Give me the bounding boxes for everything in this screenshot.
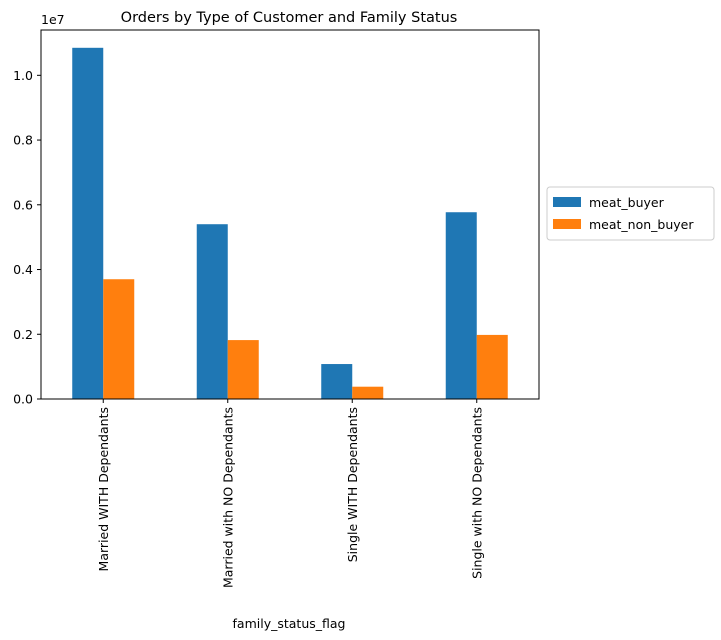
y-tick-label-2: 0.4 [13, 262, 33, 277]
y-tick-label-4: 0.8 [13, 133, 33, 148]
x-tick-label-2: Single WITH Dependants [345, 407, 360, 562]
bar-meat_non_buyer-0 [103, 279, 135, 399]
legend-frame [546, 186, 715, 241]
x-tick-label-3: Single with NO Dependants [469, 407, 484, 579]
bar-meat_non_buyer-2 [352, 386, 384, 399]
plot-frame [40, 29, 540, 400]
legend-label-meat_buyer: meat_buyer [589, 195, 665, 210]
bar-meat_buyer-2 [321, 364, 353, 399]
x-axis: Married WITH Dependants Married with NO D… [96, 399, 484, 588]
x-axis-label: family_status_flag [233, 616, 346, 631]
bar-meat_buyer-3 [445, 212, 477, 399]
bars-group [72, 47, 508, 399]
y-axis-offset-label: 1e7 [41, 12, 65, 27]
legend: meat_buyer meat_non_buyer [546, 186, 715, 241]
y-tick-label-1: 0.2 [13, 327, 33, 342]
bar-meat_buyer-1 [196, 224, 228, 399]
legend-swatch-meat_buyer [553, 197, 581, 207]
y-axis: 0.0 0.2 0.4 0.6 0.8 1.0 [13, 68, 41, 407]
bar-meat_non_buyer-1 [227, 340, 259, 399]
x-tick-label-1: Married with NO Dependants [220, 407, 235, 588]
bar-meat_non_buyer-3 [476, 334, 508, 399]
legend-label-meat_non_buyer: meat_non_buyer [589, 217, 694, 232]
y-tick-label-0: 0.0 [13, 392, 33, 407]
x-tick-label-0: Married WITH Dependants [96, 407, 111, 571]
legend-swatch-meat_non_buyer [553, 219, 581, 229]
y-tick-label-5: 1.0 [13, 68, 33, 83]
chart-title: Orders by Type of Customer and Family St… [121, 10, 458, 26]
bar-meat_buyer-0 [72, 47, 104, 399]
y-tick-label-3: 0.6 [13, 197, 33, 212]
